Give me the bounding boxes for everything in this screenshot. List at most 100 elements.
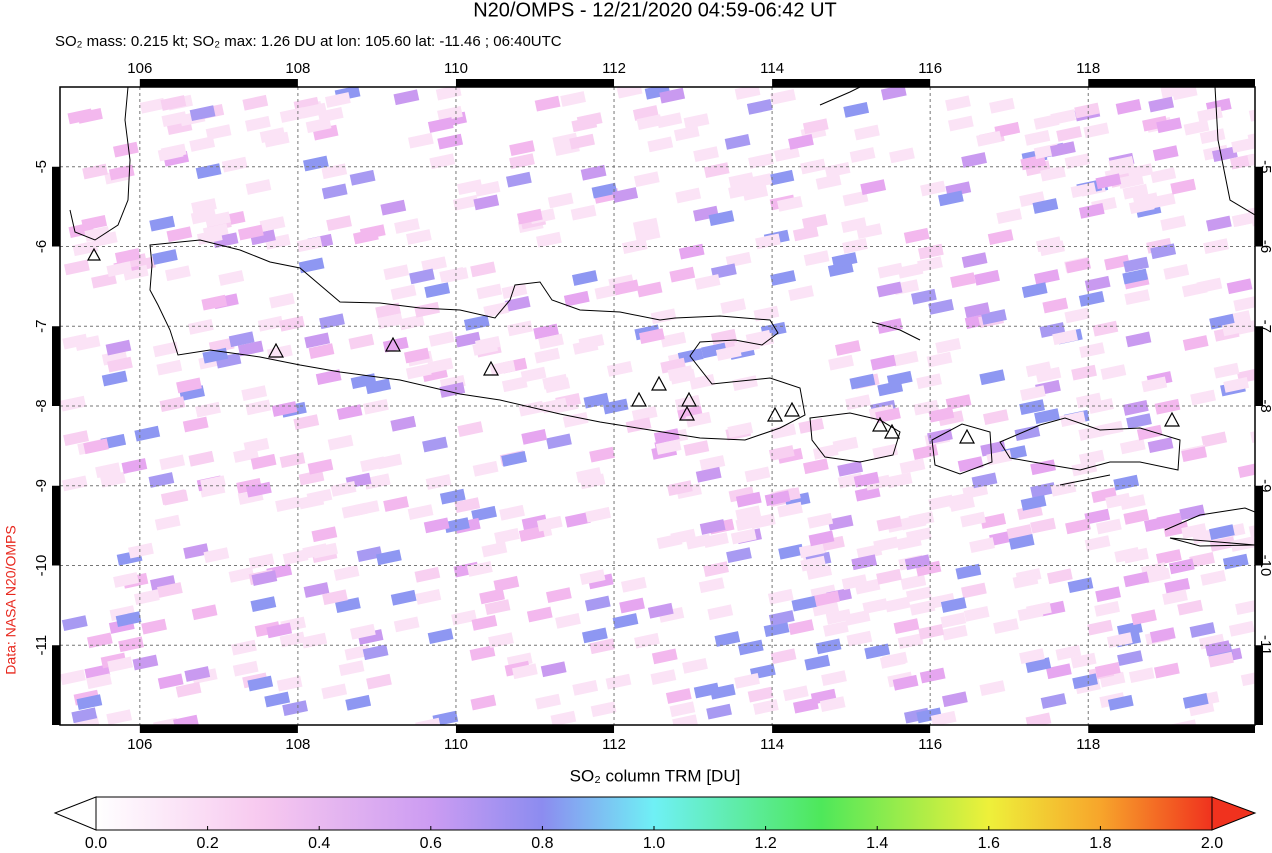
so2-pixel: [659, 87, 686, 104]
so2-pixel: [800, 555, 827, 572]
credit: Data: NASA N20/OMPS: [3, 525, 19, 674]
so2-pixel: [572, 339, 599, 355]
so2-pixel: [798, 418, 825, 434]
so2-pixel: [876, 568, 902, 585]
so2-pixel: [669, 368, 696, 385]
so2-pixel: [1208, 651, 1234, 668]
so2-pixel: [825, 608, 852, 625]
so2-pixel: [669, 266, 696, 283]
so2-pixel: [1200, 570, 1227, 586]
so2-pixel: [157, 582, 183, 598]
so2-pixel: [1079, 342, 1105, 359]
y-tick-label: -10: [1257, 555, 1272, 577]
so2-pixel: [1250, 427, 1255, 444]
so2-pixel: [873, 536, 899, 553]
so2-pixel: [344, 644, 371, 661]
so2-pixel: [153, 717, 179, 725]
so2-pixel: [427, 117, 454, 133]
so2-pixel: [803, 458, 829, 475]
so2-pixel: [1083, 122, 1110, 139]
so2-pixel: [726, 547, 752, 564]
so2-pixel: [1047, 568, 1073, 585]
so2-pixel: [854, 485, 881, 502]
so2-pixel: [788, 619, 815, 635]
so2-pixel: [708, 210, 735, 227]
coastline: [999, 417, 1181, 471]
so2-pixel: [1136, 424, 1163, 441]
so2-pixel: [526, 606, 553, 623]
so2-pixel: [581, 627, 608, 644]
so2-pixel: [535, 693, 561, 710]
so2-pixel: [1128, 667, 1155, 684]
so2-pixel: [148, 472, 175, 488]
so2-pixel: [405, 363, 432, 380]
so2-pixel: [905, 586, 932, 603]
so2-pixel: [764, 490, 791, 507]
so2-pixel: [962, 483, 989, 500]
so2-pixel: [550, 710, 577, 725]
so2-pixel: [536, 231, 562, 248]
so2-pixel: [182, 416, 209, 433]
so2-pixel: [555, 613, 581, 629]
so2-pixel: [536, 515, 563, 532]
frame-bars: [52, 79, 1263, 733]
so2-pixel: [961, 252, 988, 268]
so2-pixel: [1179, 504, 1206, 521]
colorbar-tick-label: 1.6: [978, 835, 1000, 852]
so2-pixel: [1113, 474, 1140, 491]
so2-pixel: [1067, 577, 1094, 594]
so2-pixel: [1030, 459, 1056, 476]
so2-pixel: [1141, 562, 1167, 578]
so2-pixel: [1125, 331, 1152, 348]
y-tick-label: -8: [33, 399, 50, 412]
so2-pixel: [483, 301, 510, 318]
so2-pixel: [828, 354, 854, 371]
so2-pixel: [876, 515, 903, 532]
so2-pixel: [870, 354, 897, 371]
so2-pixel: [730, 528, 757, 545]
so2-pixel: [983, 409, 1009, 426]
so2-pixel: [942, 691, 968, 708]
so2-pixel: [152, 249, 178, 265]
so2-pixel: [1052, 329, 1078, 346]
so2-pixel: [1182, 335, 1209, 351]
so2-pixel: [1064, 153, 1091, 169]
so2-pixel: [415, 589, 442, 605]
frame-bar: [1255, 166, 1263, 247]
so2-pixel: [1152, 145, 1179, 162]
so2-pixel: [321, 163, 348, 180]
so2-pixel: [651, 648, 678, 665]
so2-pixel: [979, 369, 1006, 386]
so2-pixel: [1065, 257, 1091, 274]
so2-pixel: [917, 243, 944, 260]
so2-pixel: [1025, 361, 1052, 378]
so2-pixel: [747, 686, 774, 703]
so2-pixel: [1096, 518, 1122, 535]
so2-pixel: [897, 262, 924, 279]
so2-pixel: [471, 615, 498, 631]
so2-pixel: [1056, 126, 1082, 142]
so2-pixel: [693, 146, 719, 163]
so2-pixel: [493, 575, 520, 592]
so2-pixel: [509, 140, 535, 157]
so2-pixel: [427, 357, 454, 374]
so2-pixel: [191, 604, 218, 621]
so2-pixel: [1020, 495, 1047, 511]
so2-pixel: [237, 340, 264, 357]
so2-pixel: [63, 430, 89, 446]
so2-pixel: [571, 116, 598, 133]
so2-pixel: [1008, 534, 1035, 550]
so2-pixel: [1237, 462, 1255, 478]
colorbar-tick-label: 0.8: [531, 835, 553, 852]
so2-pixel: [562, 412, 589, 428]
frame-bar: [52, 485, 60, 566]
so2-pixel: [665, 688, 692, 704]
so2-pixel: [444, 517, 470, 534]
so2-pixel: [1223, 377, 1250, 393]
so2-pixel: [1024, 130, 1051, 146]
so2-pixel: [778, 543, 804, 560]
so2-pixel: [1150, 243, 1177, 260]
so2-pixel: [1039, 240, 1065, 257]
so2-pixel: [228, 567, 255, 583]
so2-pixel: [846, 630, 873, 647]
